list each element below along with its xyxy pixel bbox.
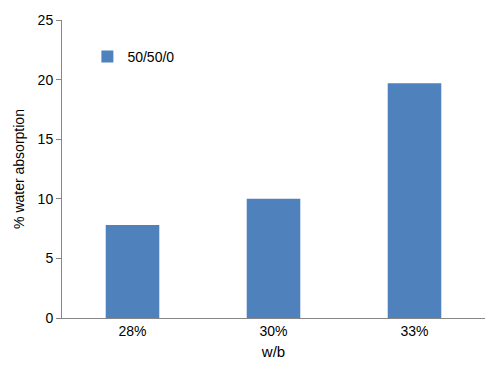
svg-text:% water absorption: % water absorption — [11, 109, 27, 229]
svg-text:0: 0 — [45, 310, 53, 326]
svg-text:15: 15 — [38, 131, 54, 147]
svg-text:5: 5 — [45, 250, 53, 266]
svg-text:w/b: w/b — [261, 343, 285, 360]
svg-text:25: 25 — [38, 12, 54, 28]
svg-text:30%: 30% — [259, 323, 287, 339]
svg-text:10: 10 — [38, 191, 54, 207]
svg-text:50/50/0: 50/50/0 — [127, 49, 174, 65]
svg-text:33%: 33% — [400, 323, 428, 339]
svg-text:20: 20 — [38, 72, 54, 88]
svg-text:28%: 28% — [118, 323, 146, 339]
